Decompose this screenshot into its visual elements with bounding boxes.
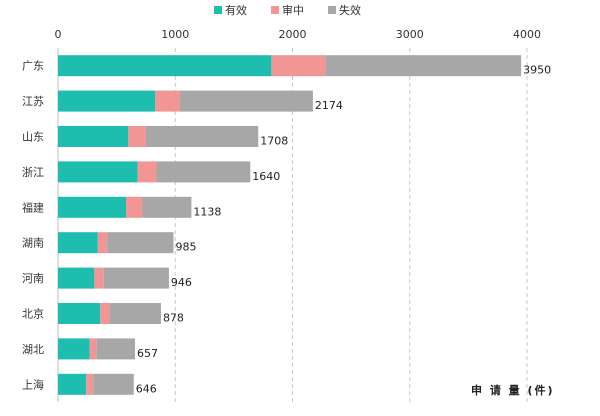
bar-segment — [58, 267, 95, 289]
total-label: 646 — [136, 382, 157, 395]
legend-swatch — [328, 6, 336, 14]
bar-segment — [86, 373, 94, 395]
bar-segment — [58, 126, 129, 147]
bar-segment — [325, 55, 522, 77]
bar-segment — [142, 196, 192, 218]
legend-label: 有效 — [225, 3, 247, 17]
category-label: 浙江 — [22, 166, 44, 179]
bar-segment — [137, 161, 157, 183]
bar-segment — [107, 232, 174, 254]
total-label: 946 — [171, 276, 192, 289]
category-label: 湖南 — [22, 237, 44, 250]
x-tick-label: 1000 — [161, 28, 189, 41]
category-label: 江苏 — [22, 95, 44, 108]
bar-segment — [58, 161, 138, 183]
bar-segment — [179, 90, 313, 112]
total-label: 1640 — [252, 170, 280, 183]
bar-segment — [89, 338, 97, 360]
bar-segment — [58, 338, 90, 360]
bar-segment — [58, 232, 98, 254]
total-labels: 3950 2174 1708 1640 1138 985 946 878 657 646 — [136, 64, 551, 396]
bar-segment — [126, 196, 143, 218]
bar-segment — [103, 267, 169, 289]
bar-segment — [109, 303, 161, 324]
bar-segment — [155, 90, 180, 112]
legend-label: 审中 — [282, 3, 304, 17]
bar-segment — [58, 55, 272, 77]
x-tick-label: 0 — [55, 28, 62, 41]
total-label: 657 — [137, 347, 158, 360]
total-label: 878 — [163, 312, 184, 325]
bar-segment — [128, 126, 146, 147]
x-tick-label: 4000 — [513, 28, 541, 41]
bar-segment — [100, 303, 110, 324]
total-label: 1708 — [260, 135, 288, 148]
bar-segment — [93, 373, 134, 395]
bar-segment — [58, 373, 87, 395]
category-label: 北京 — [22, 307, 44, 321]
bar-segment — [58, 90, 156, 112]
category-label: 福建 — [22, 200, 44, 214]
bar-segment — [58, 196, 127, 218]
legend-label: 失效 — [339, 3, 361, 17]
x-axis-title: 申 请 量 (件) — [471, 383, 555, 397]
bar-segment — [145, 126, 259, 147]
category-label: 河南 — [22, 272, 44, 285]
bar-segment — [94, 267, 104, 289]
legend-swatch — [214, 6, 222, 14]
total-label: 985 — [175, 241, 196, 254]
bar-series — [58, 55, 522, 395]
bar-segment — [96, 338, 136, 360]
x-axis: 0 1000 2000 3000 4000 — [55, 28, 542, 41]
bar-segment — [156, 161, 251, 183]
total-label: 3950 — [523, 64, 551, 77]
category-label: 湖北 — [22, 343, 44, 356]
category-label: 广东 — [22, 60, 44, 73]
x-tick-label: 2000 — [279, 28, 307, 41]
chart-legend: 有效 审中 失效 — [214, 3, 361, 17]
bar-segment — [58, 303, 101, 324]
x-tick-label: 3000 — [396, 28, 424, 41]
total-label: 1138 — [193, 205, 221, 218]
total-label: 2174 — [315, 99, 343, 112]
legend-swatch — [271, 6, 279, 14]
category-label: 山东 — [22, 131, 44, 144]
bar-segment — [271, 55, 326, 77]
bar-segment — [97, 232, 108, 254]
category-label: 上海 — [22, 377, 44, 391]
